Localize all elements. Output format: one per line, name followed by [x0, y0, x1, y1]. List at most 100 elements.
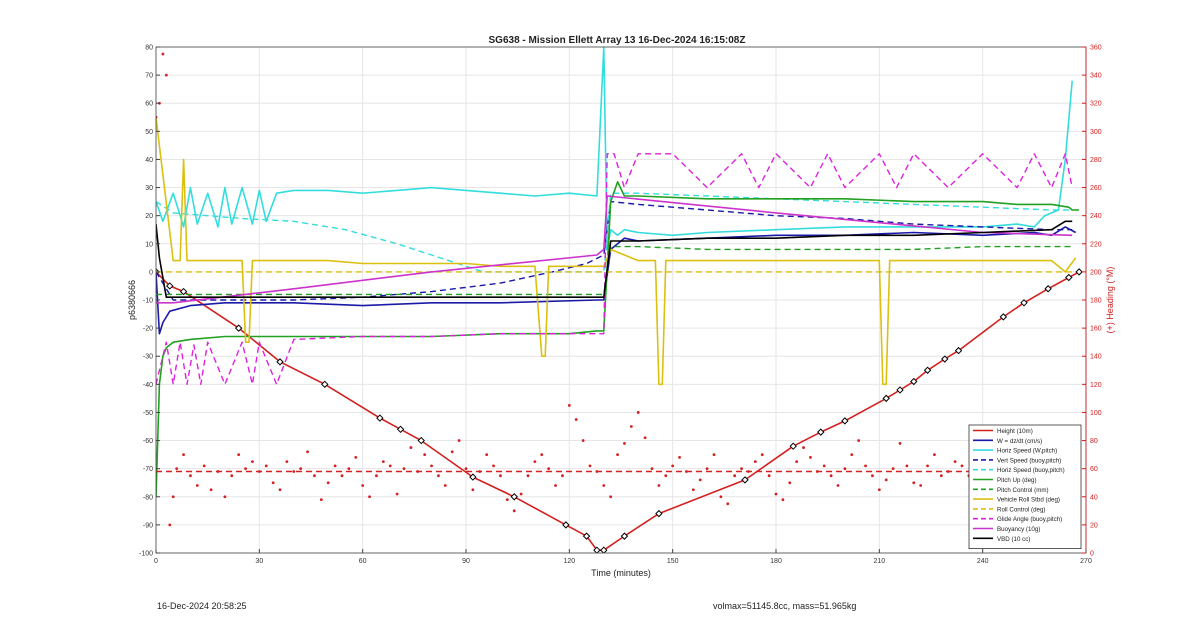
- heading-point: [409, 446, 413, 449]
- heading-point: [195, 484, 199, 487]
- heading-point: [602, 484, 606, 487]
- heading-point: [306, 450, 309, 454]
- y2-tick-label: 280: [1090, 157, 1102, 164]
- heading-point: [223, 495, 227, 499]
- y-tick-label: -50: [143, 410, 153, 417]
- heading-point: [388, 464, 392, 468]
- legend-label: Horiz Speed (buoy,pitch): [997, 467, 1065, 474]
- heading-point: [464, 467, 468, 471]
- height-marker: [276, 358, 284, 366]
- y2-tick-label: 160: [1090, 326, 1102, 333]
- x-tick-label: 270: [1080, 558, 1092, 565]
- heading-point: [319, 498, 323, 501]
- heading-point: [740, 467, 743, 471]
- heading-point: [164, 73, 168, 77]
- heading-point: [540, 453, 544, 457]
- y-tick-label: -30: [143, 354, 153, 361]
- height-marker: [999, 313, 1008, 321]
- legend-label: Horiz Speed (W,pitch): [997, 448, 1057, 455]
- heading-point: [285, 460, 289, 464]
- heading-point: [857, 439, 861, 442]
- height-marker: [1020, 299, 1028, 307]
- heading-point: [512, 509, 516, 513]
- heading-point: [526, 474, 530, 478]
- series-horiz-speed-w-pitch: [156, 47, 1073, 251]
- heading-point: [822, 464, 826, 468]
- heading-point: [189, 474, 192, 478]
- legend: Height (10m) W = dz/dt (cm/s) Horiz Speed …: [968, 424, 1082, 549]
- height-marker: [910, 377, 918, 386]
- heading-point: [829, 474, 833, 478]
- series-vert-speed-buoy-pitch: [156, 200, 1073, 301]
- heading-point: [719, 495, 723, 499]
- heading-point: [891, 467, 895, 471]
- heading-point: [850, 453, 854, 457]
- heading-point: [347, 467, 351, 471]
- y-tick-label: -100: [139, 551, 153, 558]
- series-line: [156, 245, 1073, 296]
- heading-point: [292, 470, 296, 473]
- height-marker: [941, 355, 949, 363]
- heading-point: [629, 425, 633, 428]
- heading-point: [237, 453, 241, 457]
- height-marker: [582, 532, 591, 540]
- y2-tick-label: 260: [1090, 185, 1102, 192]
- heading-point: [430, 464, 433, 468]
- heading-point: [361, 484, 365, 487]
- y-tick-label: 30: [145, 185, 153, 192]
- height-marker: [1065, 273, 1073, 282]
- height-marker: [923, 366, 932, 374]
- heading-point: [368, 495, 371, 499]
- y-tick-label: 20: [145, 213, 153, 220]
- heading-point: [492, 464, 495, 468]
- heading-point: [933, 453, 936, 457]
- heading-point: [533, 460, 537, 464]
- height-marker: [789, 442, 797, 450]
- series-line: [156, 153, 1073, 385]
- heading-point: [381, 460, 385, 464]
- heading-point: [443, 484, 447, 487]
- heading-point: [809, 456, 812, 459]
- heading-point: [574, 418, 578, 421]
- heading-point: [609, 495, 613, 499]
- heading-point: [554, 484, 557, 487]
- heading-point: [457, 439, 461, 442]
- heading-point: [581, 439, 585, 442]
- heading-point: [960, 464, 964, 468]
- x-tick-label: 150: [667, 558, 679, 565]
- heading-point: [671, 464, 675, 468]
- x-tick-label: 240: [977, 558, 989, 565]
- y2-tick-label: 200: [1090, 269, 1102, 276]
- y-tick-label: -70: [143, 466, 153, 473]
- series-line: [156, 200, 1073, 301]
- height-marker: [817, 428, 825, 436]
- height-marker: [166, 282, 174, 290]
- axes: 0 30 60 90 120 150 180 210 240 270-100-90-80-70-6…: [139, 45, 1102, 566]
- heading-point: [437, 474, 440, 478]
- heading-point: [588, 464, 592, 468]
- series-line: [156, 195, 1073, 304]
- legend-label: Buoyancy (10g): [997, 526, 1040, 533]
- heading-point: [767, 474, 771, 478]
- heading-point: [278, 488, 282, 492]
- legend-label: Pitch Up (deg): [997, 477, 1037, 484]
- plot-series: [156, 47, 1083, 553]
- heading-point: [905, 464, 909, 468]
- x-tick-label: 120: [563, 558, 575, 565]
- x-tick-label: 180: [770, 558, 782, 565]
- heading-point: [760, 453, 764, 457]
- heading-point: [313, 474, 316, 478]
- heading-point: [395, 492, 399, 496]
- height-marker: [1044, 285, 1052, 293]
- heading-point: [884, 478, 888, 482]
- heading-point: [354, 456, 358, 459]
- height-marker: [234, 324, 243, 332]
- heading-point: [616, 453, 619, 457]
- heading-point: [499, 474, 502, 478]
- y2-tick-label: 100: [1090, 410, 1102, 417]
- legend-label: VBD (10 cc): [997, 536, 1030, 543]
- y2-tick-label: 180: [1090, 298, 1102, 305]
- x-tick-label: 210: [873, 558, 885, 565]
- series-w-dz-dt-cm-s: [156, 226, 1077, 335]
- heading-point: [171, 495, 175, 499]
